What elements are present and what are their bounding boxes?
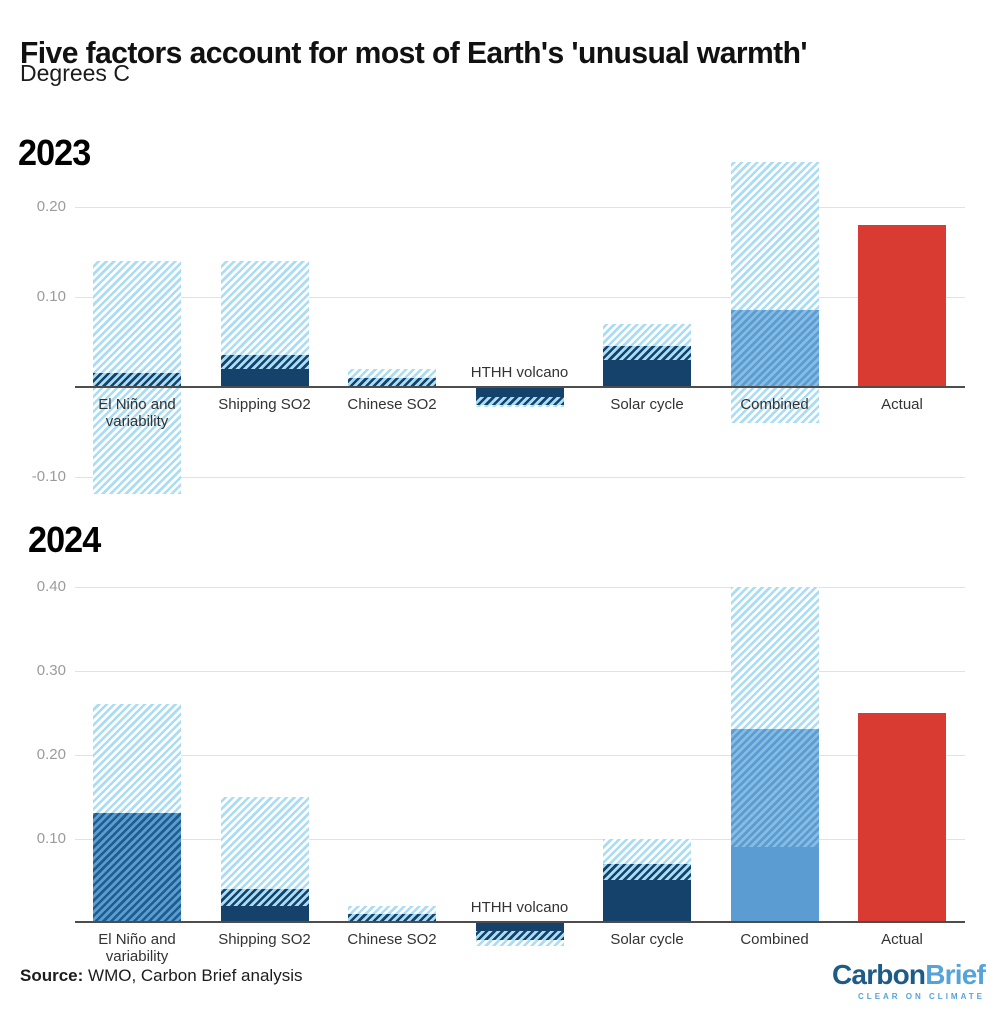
- bar-segment-solid-red: [858, 712, 946, 923]
- category-label: Chinese SO2: [347, 931, 437, 949]
- bar-segment-medium-light-hatch: [730, 310, 819, 387]
- bar-segment-solid-dark: [475, 922, 564, 931]
- tick-label: 0.10: [36, 829, 66, 847]
- category-label: Solar cycle: [610, 931, 684, 949]
- tick-label: 0.40: [36, 577, 66, 595]
- bar-segment-solid-dark: [603, 359, 691, 387]
- gridline: [75, 586, 965, 588]
- category-label: Shipping SO2: [218, 931, 311, 949]
- bar-segment-medium-dark-hatch: [93, 813, 181, 923]
- bar-segment-dark-hatch: [93, 373, 181, 387]
- source-text: WMO, Carbon Brief analysis: [83, 966, 303, 985]
- tick-label: 0.20: [36, 745, 66, 763]
- logo-carbon: Carbon: [832, 959, 926, 990]
- bar-segment-solid-dark: [603, 880, 691, 923]
- plot-2024: 0.40 0.30 0.20 0.10 El Niño and variability Sh…: [0, 565, 1002, 965]
- category-label: HTHH volcano: [470, 363, 569, 381]
- bar-segment-solid-dark: [220, 905, 309, 923]
- units-label: Degrees C: [20, 60, 130, 86]
- source-note: Source: WMO, Carbon Brief analysis: [20, 966, 302, 986]
- category-label: Shipping SO2: [218, 395, 311, 413]
- gridline: [75, 296, 965, 298]
- logo-brief: Brief: [925, 959, 986, 990]
- tick-label: -0.10: [31, 467, 66, 485]
- gridline: [75, 838, 965, 840]
- tick-label: 0.20: [36, 197, 66, 215]
- category-label: El Niño and variability: [98, 395, 176, 430]
- source-label: Source:: [20, 966, 84, 985]
- bar-segment-solid-red: [858, 224, 946, 387]
- category-label: HTHH volcano: [470, 899, 569, 917]
- gridline: [75, 754, 965, 756]
- bar-segment-dark-hatch: [348, 377, 436, 387]
- category-label: Chinese SO2: [347, 395, 437, 413]
- carbonbrief-logo: CarbonBrief CLEAR ON CLIMATE: [832, 959, 986, 1002]
- category-label: Actual: [881, 931, 923, 949]
- gridline: [75, 206, 965, 208]
- gridline: [75, 670, 965, 672]
- bar-segment-solid-dark: [475, 386, 564, 398]
- category-label: Solar cycle: [610, 395, 684, 413]
- bar-segment-solid-dark: [220, 368, 309, 387]
- tick-label: 0.10: [36, 287, 66, 305]
- category-label: Actual: [881, 395, 923, 413]
- page-title: Five factors account for most of Earth's…: [20, 34, 808, 70]
- gridline: [75, 476, 965, 478]
- carbonbrief-wordmark: CarbonBrief: [832, 959, 986, 990]
- bar-segment-dark-hatch: [348, 914, 436, 923]
- x-axis-line: [75, 385, 965, 388]
- year-label-2024: 2024: [28, 519, 101, 560]
- category-label: El Niño and variability: [98, 931, 176, 966]
- year-label-2023: 2023: [18, 132, 91, 173]
- logo-tagline: CLEAR ON CLIMATE: [858, 992, 985, 1001]
- category-label: Combined: [740, 395, 809, 413]
- bar-segment-solid-medium: [730, 846, 819, 923]
- plot-2023: 0.20 0.10 -0.10 El Niño and variability Shipp…: [0, 150, 1002, 508]
- x-axis-line: [75, 921, 965, 924]
- category-label: Combined: [740, 931, 809, 949]
- tick-label: 0.30: [36, 661, 66, 679]
